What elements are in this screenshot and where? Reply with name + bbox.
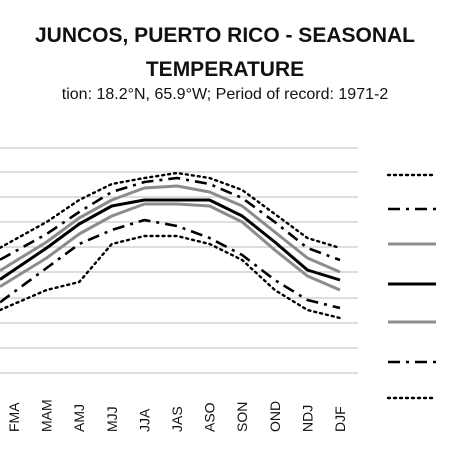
x-tick-label: SON bbox=[234, 402, 250, 432]
series-line bbox=[0, 176, 341, 262]
chart-subtitle: tion: 18.2°N, 65.9°W; Period of record: … bbox=[61, 86, 389, 103]
series-line bbox=[0, 171, 342, 250]
x-tick-label: NDJ bbox=[299, 405, 315, 432]
x-tick-label: MAM bbox=[39, 399, 55, 432]
x-tick-label: JAS bbox=[169, 406, 185, 432]
series-line bbox=[0, 202, 341, 292]
x-tick-label: MJJ bbox=[104, 406, 120, 432]
chart-title-line1: JUNCOS, PUERTO RICO - SEASONAL bbox=[35, 24, 415, 47]
x-tick-label: ASO bbox=[202, 402, 218, 432]
x-tick-label: AMJ bbox=[71, 404, 87, 432]
series-line bbox=[0, 234, 342, 320]
chart-title-line2: TEMPERATURE bbox=[145, 58, 305, 81]
series-line bbox=[0, 198, 341, 282]
x-tick-label: FMA bbox=[6, 402, 22, 432]
x-tick-label: OND bbox=[267, 401, 283, 432]
x-tick-label: JJA bbox=[136, 408, 152, 432]
series-line bbox=[0, 184, 341, 274]
x-tick-label: DJF bbox=[332, 406, 348, 432]
